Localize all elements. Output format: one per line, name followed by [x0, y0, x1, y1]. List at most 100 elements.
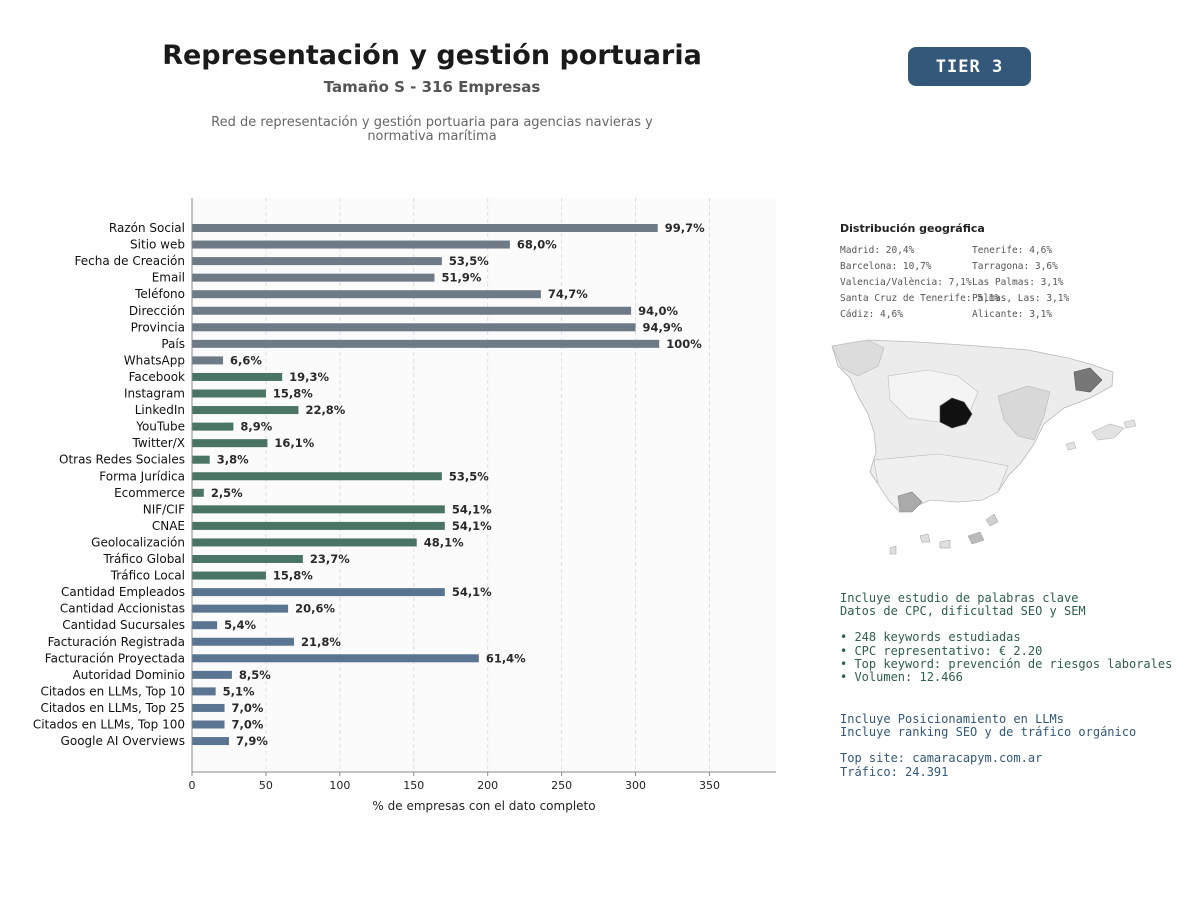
- page-subtitle: Tamaño S - 316 Empresas: [323, 78, 541, 96]
- bar: [192, 422, 234, 431]
- seo-line-2: Datos de CPC, dificultad SEO y SEM: [840, 604, 1086, 619]
- category-label: Teléfono: [134, 287, 185, 301]
- category-label: Dirección: [129, 304, 185, 318]
- bar: [192, 455, 210, 464]
- value-label: 48,1%: [424, 535, 464, 549]
- geo-list: Madrid: 20,4% Barcelona: 10,7% Valencia/…: [840, 245, 1180, 335]
- bar: [192, 737, 229, 746]
- category-label: Facturación Proyectada: [45, 651, 185, 665]
- bar: [192, 621, 218, 630]
- value-label: 5,4%: [224, 618, 256, 632]
- value-label: 15,8%: [273, 387, 313, 401]
- value-label: 21,8%: [301, 635, 341, 649]
- value-label: 16,1%: [274, 436, 314, 450]
- bar: [192, 637, 295, 646]
- geo-item: Tenerife: 4,6%: [972, 245, 1053, 256]
- bar: [192, 240, 510, 249]
- category-label: Facebook: [129, 370, 185, 384]
- category-label: Citados en LLMs, Top 10: [40, 684, 185, 698]
- geo-item: Alicante: 3,1%: [972, 309, 1053, 320]
- map-south: [873, 453, 1009, 513]
- value-label: 2,5%: [211, 486, 243, 500]
- value-label: 8,5%: [239, 668, 271, 682]
- bar: [192, 306, 632, 315]
- map-east: [997, 385, 1051, 441]
- bar: [192, 488, 204, 497]
- bar: [192, 273, 435, 282]
- value-label: 100%: [666, 337, 702, 351]
- x-tick-label: 0: [189, 779, 196, 792]
- bar: [192, 571, 266, 580]
- x-tick-label: 300: [625, 779, 646, 792]
- value-label: 54,1%: [452, 585, 492, 599]
- category-label: LinkedIn: [135, 403, 185, 417]
- value-labels: 99,7% 68,0% 53,5% 51,9% 74,7% 94,0% 94,9% 100% 6…: [211, 221, 705, 748]
- category-label: Tráfico Local: [110, 569, 185, 583]
- x-axis-ticks: 0 50 100 150 200 250 300 350: [189, 772, 720, 792]
- bar: [192, 703, 225, 712]
- value-label: 53,5%: [449, 254, 489, 268]
- seo-bullet: • Top keyword: prevención de riesgos lab…: [840, 656, 1173, 671]
- bar: [192, 439, 268, 448]
- tier-badge: TIER 3: [908, 47, 1031, 86]
- category-label: Tráfico Global: [103, 552, 185, 566]
- category-label: Razón Social: [109, 221, 185, 235]
- value-label: 7,0%: [232, 718, 264, 732]
- llm-line-2: Incluye ranking SEO y de tráfico orgánic…: [840, 725, 1137, 740]
- category-label: WhatsApp: [124, 353, 185, 367]
- geo-distribution-panel: Distribución geográfica Madrid: 20,4% Ba…: [840, 222, 1180, 335]
- map-balearic-2: [1123, 419, 1137, 429]
- value-label: 54,1%: [452, 502, 492, 516]
- geo-item: Palmas, Las: 3,1%: [972, 293, 1070, 304]
- map-balearic-1: [1091, 423, 1125, 441]
- seo-bullet: • CPC representativo: € 2.20: [840, 643, 1043, 658]
- value-label: 7,9%: [236, 734, 268, 748]
- value-label: 54,1%: [452, 519, 492, 533]
- seo-line-1: Incluye estudio de palabras clave: [840, 591, 1079, 605]
- description-line-2: normativa marítima: [367, 129, 497, 144]
- geo-item: Tarragona: 3,6%: [972, 261, 1058, 272]
- map-canary-3: [919, 533, 931, 543]
- bar: [192, 224, 658, 232]
- value-label: 53,5%: [449, 469, 489, 483]
- x-tick-label: 150: [403, 779, 424, 792]
- page-description: Red de representación y gestión portuari…: [200, 116, 664, 144]
- value-label: 20,6%: [295, 602, 335, 616]
- bar: [192, 372, 283, 381]
- map-canary-5: [889, 545, 897, 555]
- category-label: País: [161, 337, 185, 351]
- bar: [192, 670, 232, 679]
- bar: [192, 472, 442, 481]
- bar: [192, 720, 225, 729]
- bar: [192, 687, 216, 696]
- value-label: 94,0%: [638, 304, 678, 318]
- bar-chart: Razón Social Sitio web Fecha de Creación Em…: [33, 198, 776, 813]
- bar: [192, 521, 445, 530]
- category-label: Citados en LLMs, Top 25: [40, 701, 185, 715]
- category-label: Instagram: [124, 387, 185, 401]
- category-label: YouTube: [135, 420, 185, 434]
- value-label: 68,0%: [517, 238, 557, 252]
- category-label: Autoridad Dominio: [73, 668, 185, 682]
- category-label: Cantidad Sucursales: [62, 618, 185, 632]
- category-label: Geolocalización: [91, 535, 185, 549]
- bar: [192, 356, 224, 365]
- category-label: Otras Redes Sociales: [59, 453, 185, 467]
- map-balearic-3: [1065, 441, 1077, 451]
- plot-background: [192, 198, 776, 772]
- value-label: 22,8%: [305, 403, 345, 417]
- category-label: CNAE: [152, 519, 185, 533]
- category-label: Facturación Registrada: [48, 635, 185, 649]
- top-site: Top site: camaracapym.com.ar: [840, 751, 1043, 766]
- category-label: NIF/CIF: [143, 502, 185, 516]
- value-label: 74,7%: [548, 287, 588, 301]
- value-label: 19,3%: [289, 370, 329, 384]
- category-label: Provincia: [131, 320, 185, 334]
- value-label: 23,7%: [310, 552, 350, 566]
- bar: [192, 505, 445, 514]
- map-madrid: [939, 397, 973, 429]
- value-label: 99,7%: [665, 221, 705, 235]
- map-canary-1: [967, 531, 985, 545]
- bar: [192, 604, 289, 613]
- category-label: Cantidad Empleados: [61, 585, 185, 599]
